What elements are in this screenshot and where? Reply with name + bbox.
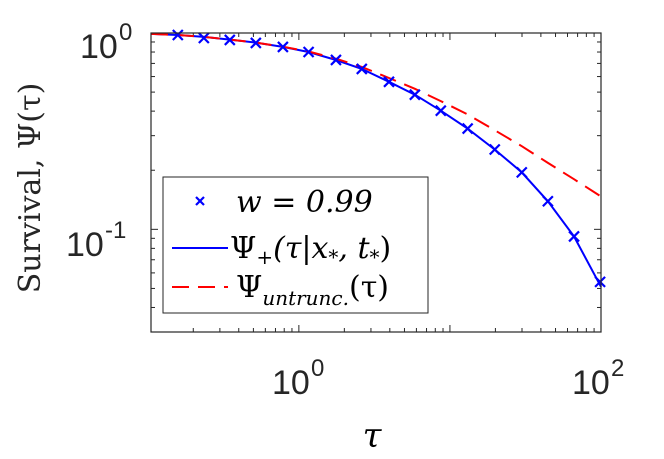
svg-text:Ψ+(τ|x*, t*): Ψ+(τ|x*, t*): [230, 231, 391, 269]
svg-text:-1: -1: [105, 217, 126, 244]
y-axis-label: Survival, Ψ(τ): [13, 83, 48, 294]
data-point-marker: [302, 46, 315, 58]
data-point-marker: [488, 143, 501, 156]
data-point-marker: [277, 41, 289, 53]
svg-text:10: 10: [272, 364, 310, 402]
x-axis-label: τ: [363, 416, 383, 456]
data-point-marker: [224, 34, 236, 46]
axis-ticks: [151, 32, 602, 333]
legend-item-markers: w = 0.99: [195, 185, 373, 220]
data-point-marker: [594, 276, 606, 288]
data-point-marker: [542, 195, 554, 208]
svg-text:Ψuntrunc.(τ): Ψuntrunc.(τ): [236, 270, 389, 310]
svg-text:2: 2: [611, 355, 624, 382]
legend-item-dashed: Ψuntrunc.(τ): [172, 270, 389, 310]
untruncated-survival-curve: [150, 32, 602, 198]
y-tick-label-1e0: 10 0: [80, 19, 132, 66]
svg-text:w = 0.99: w = 0.99: [236, 185, 373, 220]
axes-box: [150, 32, 602, 333]
data-point-marker: [250, 37, 262, 49]
data-point-marker: [356, 63, 368, 75]
data-point-marker: [435, 104, 447, 117]
svg-text:Survival, Ψ(τ): Survival, Ψ(τ): [13, 83, 48, 294]
data-point-marker: [383, 76, 395, 88]
data-point-marker: [461, 122, 474, 135]
svg-text:10: 10: [80, 28, 118, 66]
legend-item-solid: Ψ+(τ|x*, t*): [172, 231, 391, 269]
y-tick-label-1e-1: 10 -1: [66, 217, 126, 264]
data-point-marker: [330, 54, 342, 66]
data-point-marker: [198, 32, 210, 44]
data-point-marker: [516, 166, 528, 179]
svg-text:0: 0: [119, 19, 132, 46]
x-tick-label-1e2: 10 2: [572, 355, 624, 402]
svg-text:10: 10: [572, 364, 610, 402]
data-point-marker: [568, 230, 580, 243]
x-tick-label-1e0: 10 0: [272, 355, 324, 402]
svg-text:0: 0: [311, 355, 324, 382]
x-marker-icon: [195, 196, 205, 206]
data-point-marker: [409, 88, 421, 101]
svg-text:10: 10: [66, 226, 104, 264]
series-layer: [150, 29, 606, 288]
data-point-marker: [172, 29, 184, 41]
legend: w = 0.99 Ψ+(τ|x*, t*) Ψuntrunc.(τ): [162, 176, 429, 314]
legend-box: [162, 176, 429, 314]
